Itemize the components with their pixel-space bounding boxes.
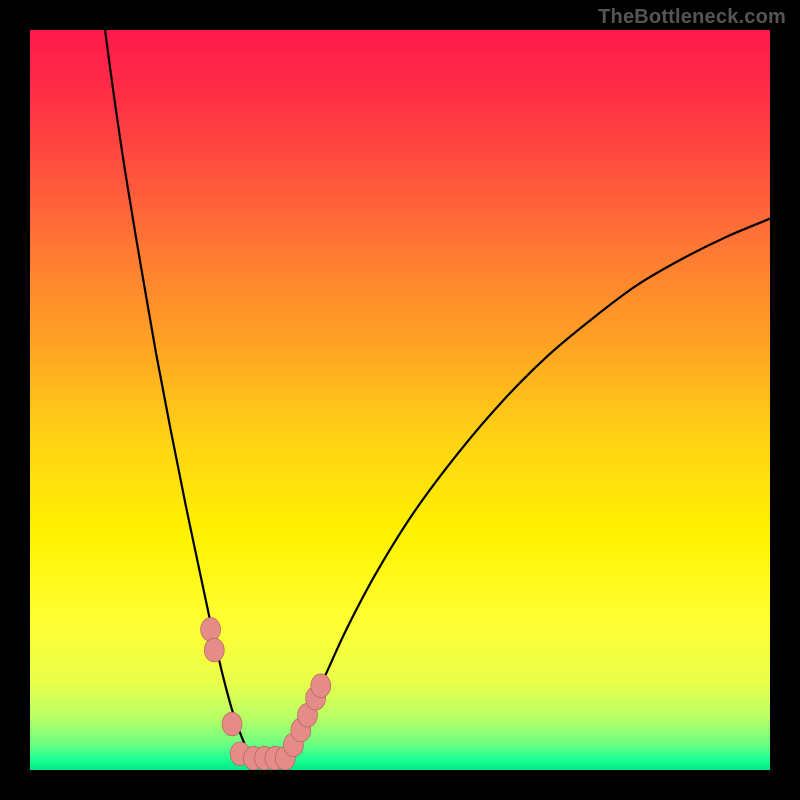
data-dot — [222, 712, 242, 736]
watermark-text: TheBottleneck.com — [598, 6, 786, 29]
data-dot — [311, 674, 331, 698]
chart-frame: TheBottleneck.com — [0, 0, 800, 800]
data-dot — [204, 638, 224, 662]
chart-plot-area — [30, 30, 770, 770]
chart-svg — [30, 30, 770, 770]
chart-background — [30, 30, 770, 770]
data-dot — [201, 618, 221, 642]
